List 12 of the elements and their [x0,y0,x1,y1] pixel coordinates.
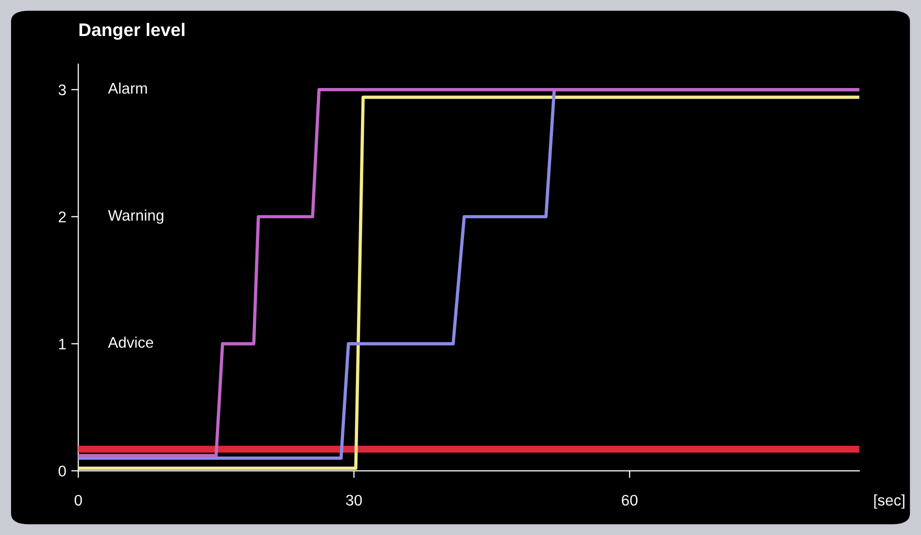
x-tick-label: 60 [622,494,638,506]
x-tick-label: 30 [346,494,362,506]
y-tick-label: 1 [59,338,66,350]
y-tick-label: 2 [58,212,66,222]
annotation: Warning [108,210,164,224]
y-tick-label: 3 [58,84,66,96]
y-tick-label: 0 [58,466,66,476]
annotation: Advice [108,336,154,348]
x-tick-label: 0 [74,494,82,506]
x-axis-title: [sec] [874,494,904,509]
chart-title: Danger level [79,22,184,40]
annotation: Alarm [108,82,147,94]
